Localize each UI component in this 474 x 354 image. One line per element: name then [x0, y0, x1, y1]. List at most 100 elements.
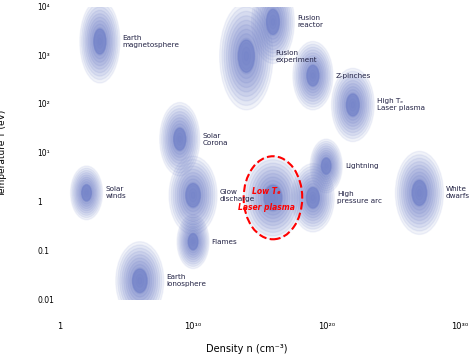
Text: 10¹⁰: 10¹⁰ [184, 322, 202, 331]
Bar [13, 127, 36, 130]
Bar [13, 195, 36, 198]
Ellipse shape [94, 29, 106, 54]
Text: 10³⁰: 10³⁰ [451, 322, 468, 331]
Ellipse shape [293, 41, 333, 110]
Bar [13, 265, 36, 268]
Bar [13, 171, 36, 174]
Bar [13, 69, 36, 72]
Ellipse shape [252, 0, 294, 63]
Ellipse shape [261, 181, 285, 215]
Bar [13, 274, 36, 277]
Ellipse shape [238, 40, 255, 72]
Text: Solar
Corona: Solar Corona [202, 133, 228, 145]
Text: Laser plasma: Laser plasma [238, 203, 295, 212]
Bar [13, 160, 36, 162]
Ellipse shape [80, 182, 93, 204]
Ellipse shape [185, 182, 201, 209]
Bar [13, 98, 36, 101]
Ellipse shape [310, 192, 317, 204]
Ellipse shape [188, 233, 199, 251]
Ellipse shape [306, 64, 319, 87]
Ellipse shape [227, 16, 266, 96]
Ellipse shape [411, 179, 428, 207]
Ellipse shape [338, 81, 367, 129]
Ellipse shape [233, 29, 260, 83]
Bar [13, 125, 36, 127]
Ellipse shape [93, 28, 107, 55]
Ellipse shape [192, 240, 194, 244]
Bar [13, 221, 36, 224]
Ellipse shape [248, 163, 297, 232]
Ellipse shape [82, 4, 118, 80]
Ellipse shape [124, 255, 156, 307]
Bar [13, 81, 36, 84]
Text: High
pressure arc: High pressure arc [337, 191, 382, 204]
Ellipse shape [85, 10, 115, 73]
Ellipse shape [72, 168, 101, 217]
Ellipse shape [91, 24, 108, 59]
Ellipse shape [251, 167, 295, 229]
Bar [13, 189, 36, 192]
Bar [13, 212, 36, 215]
Ellipse shape [307, 65, 319, 86]
Ellipse shape [180, 219, 206, 264]
Ellipse shape [342, 87, 364, 123]
Ellipse shape [244, 52, 248, 61]
Ellipse shape [333, 72, 373, 138]
Ellipse shape [187, 185, 199, 205]
Bar [13, 174, 36, 177]
Text: 10²: 10² [37, 101, 50, 109]
Bar [13, 25, 36, 28]
Bar [13, 204, 36, 206]
Bar [13, 236, 36, 239]
Ellipse shape [173, 127, 186, 152]
Text: Fusion
experiment: Fusion experiment [275, 50, 317, 63]
Bar [13, 34, 36, 36]
Ellipse shape [301, 178, 325, 218]
Ellipse shape [303, 58, 323, 93]
Ellipse shape [257, 0, 289, 53]
Ellipse shape [82, 186, 91, 200]
Ellipse shape [397, 155, 441, 231]
Bar [13, 66, 36, 69]
Ellipse shape [175, 130, 185, 148]
Ellipse shape [321, 157, 331, 175]
Bar [13, 139, 36, 142]
Bar [13, 247, 36, 251]
Bar [13, 84, 36, 86]
Bar [13, 36, 36, 40]
Bar [13, 16, 36, 19]
Ellipse shape [163, 109, 196, 170]
Bar [13, 119, 36, 121]
Bar [13, 22, 36, 25]
Ellipse shape [82, 185, 91, 201]
Ellipse shape [347, 96, 358, 114]
Ellipse shape [304, 183, 322, 212]
Bar [13, 104, 36, 107]
Ellipse shape [189, 189, 197, 202]
Ellipse shape [244, 156, 302, 239]
Ellipse shape [261, 0, 285, 46]
Bar [13, 42, 36, 45]
Ellipse shape [265, 187, 280, 208]
Bar [13, 206, 36, 210]
Ellipse shape [219, 2, 273, 110]
Bar [13, 292, 36, 295]
Ellipse shape [408, 172, 431, 214]
Ellipse shape [293, 166, 332, 229]
Ellipse shape [130, 264, 150, 297]
Bar [13, 215, 36, 218]
Ellipse shape [160, 103, 200, 176]
Bar [13, 186, 36, 189]
Ellipse shape [186, 230, 200, 253]
Ellipse shape [185, 228, 201, 255]
Ellipse shape [346, 93, 360, 117]
Ellipse shape [181, 176, 205, 215]
Bar [13, 101, 36, 104]
Ellipse shape [266, 8, 280, 36]
Ellipse shape [325, 164, 328, 168]
FancyArrow shape [11, 0, 38, 7]
Ellipse shape [400, 158, 439, 228]
Ellipse shape [412, 181, 427, 205]
Ellipse shape [254, 0, 292, 60]
